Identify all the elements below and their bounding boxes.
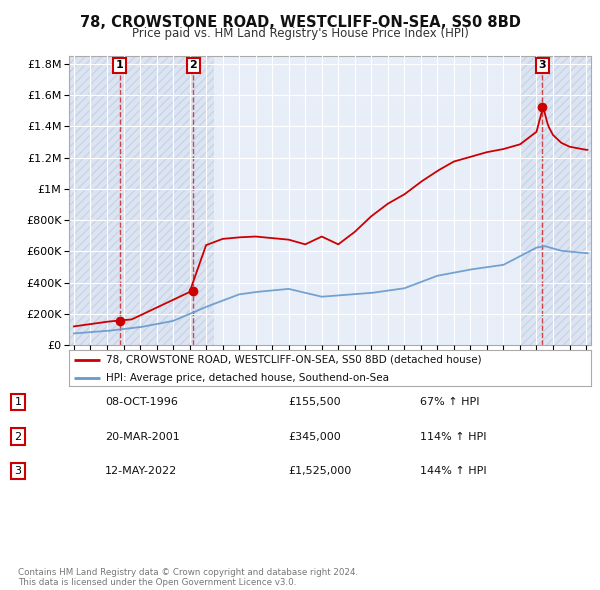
Text: 1: 1: [116, 60, 124, 70]
Text: 67% ↑ HPI: 67% ↑ HPI: [420, 398, 479, 407]
Bar: [520, 56, 591, 345]
Text: 144% ↑ HPI: 144% ↑ HPI: [420, 466, 487, 476]
Text: 78, CROWSTONE ROAD, WESTCLIFF-ON-SEA, SS0 8BD: 78, CROWSTONE ROAD, WESTCLIFF-ON-SEA, SS…: [80, 15, 520, 30]
Text: 78, CROWSTONE ROAD, WESTCLIFF-ON-SEA, SS0 8BD (detached house): 78, CROWSTONE ROAD, WESTCLIFF-ON-SEA, SS…: [106, 355, 481, 365]
Text: 12-MAY-2022: 12-MAY-2022: [105, 466, 177, 476]
Text: 3: 3: [539, 60, 546, 70]
Text: Price paid vs. HM Land Registry's House Price Index (HPI): Price paid vs. HM Land Registry's House …: [131, 27, 469, 40]
Text: 20-MAR-2001: 20-MAR-2001: [105, 432, 180, 441]
Text: £345,000: £345,000: [288, 432, 341, 441]
Text: 1: 1: [14, 398, 22, 407]
Bar: [140, 56, 214, 345]
Bar: [69, 56, 140, 345]
Text: 2: 2: [14, 432, 22, 441]
Text: 2: 2: [190, 60, 197, 70]
Text: 08-OCT-1996: 08-OCT-1996: [105, 398, 178, 407]
Text: Contains HM Land Registry data © Crown copyright and database right 2024.
This d: Contains HM Land Registry data © Crown c…: [18, 568, 358, 587]
Text: 114% ↑ HPI: 114% ↑ HPI: [420, 432, 487, 441]
Text: £155,500: £155,500: [288, 398, 341, 407]
Text: 3: 3: [14, 466, 22, 476]
Text: £1,525,000: £1,525,000: [288, 466, 351, 476]
Text: HPI: Average price, detached house, Southend-on-Sea: HPI: Average price, detached house, Sout…: [106, 373, 389, 384]
